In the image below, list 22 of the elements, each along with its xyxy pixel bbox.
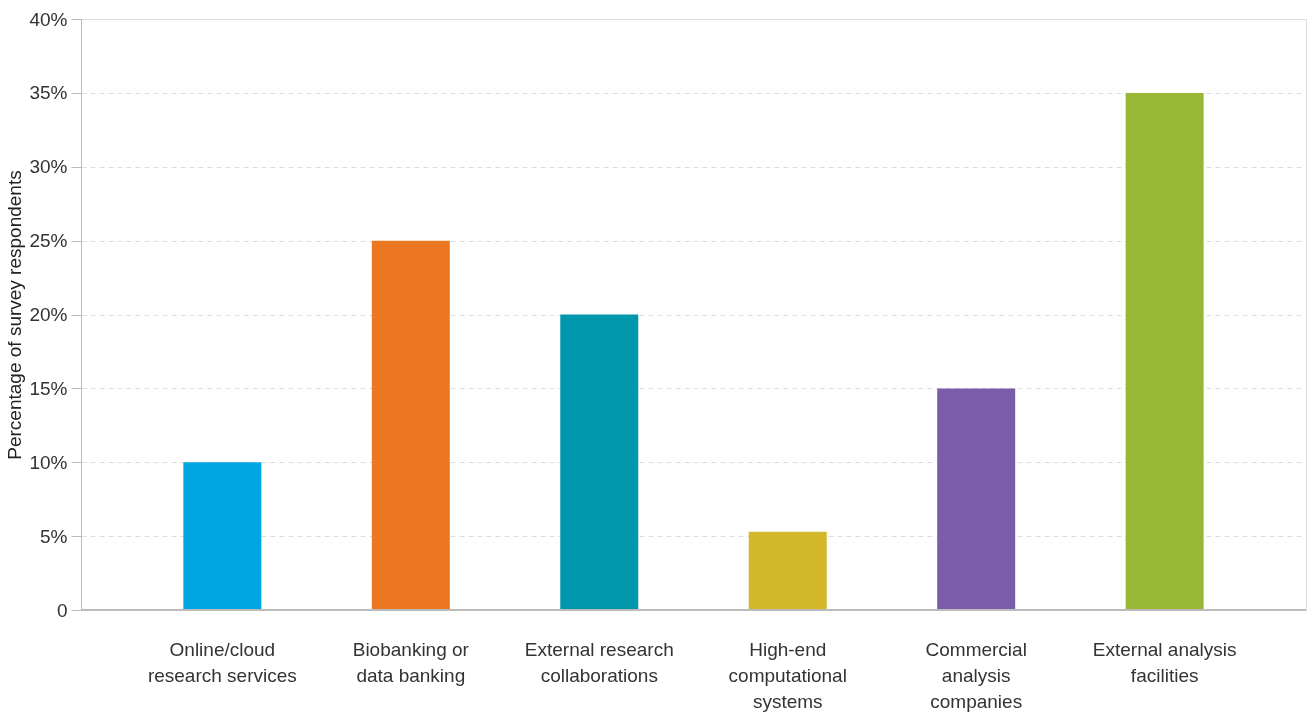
y-tick-label: 5% [40, 525, 68, 547]
y-tick-label: 10% [29, 451, 68, 473]
bar [748, 531, 827, 610]
y-tick-label: 30% [29, 156, 68, 178]
bar [183, 462, 262, 610]
y-axis-title: Percentage of survey respondents [4, 170, 26, 460]
bar [937, 388, 1016, 610]
x-tick-label: Online/cloud research services [147, 638, 297, 686]
x-tick-label: External research collaborations [524, 638, 674, 686]
y-tick-label: 35% [29, 82, 68, 104]
x-tick-label: Biobanking or data banking [352, 638, 470, 686]
y-tick-label: 15% [29, 377, 68, 399]
y-tick-label: 20% [29, 304, 68, 325]
x-tick-label: Commercial analysis companies [925, 638, 1027, 712]
y-tick-label: 25% [29, 230, 68, 252]
x-tick-label: High-end computational systems [728, 638, 847, 712]
x-tick-label: External analysis facilities [1092, 638, 1237, 686]
bar [371, 240, 450, 610]
y-tick-label: 0 [56, 599, 68, 621]
bar [1125, 92, 1204, 610]
bar [560, 314, 639, 610]
y-tick-label: 40% [29, 8, 68, 30]
